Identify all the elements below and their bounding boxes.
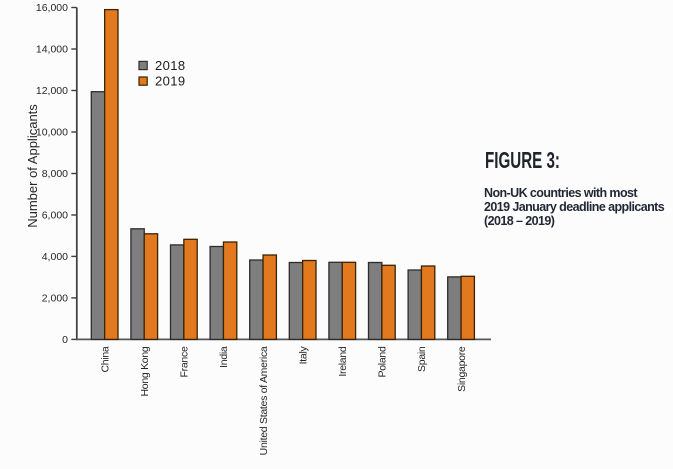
svg-text:14,000: 14,000	[36, 44, 68, 56]
svg-text:2019: 2019	[155, 73, 186, 88]
svg-text:4,000: 4,000	[42, 251, 68, 263]
svg-text:12,000: 12,000	[36, 85, 68, 97]
svg-text:China: China	[99, 346, 111, 372]
svg-text:Spain: Spain	[416, 346, 428, 372]
svg-text:0: 0	[62, 334, 68, 346]
svg-text:Number of Applicants: Number of Applicants	[25, 104, 40, 228]
svg-text:16,000: 16,000	[36, 2, 68, 14]
svg-text:8,000: 8,000	[42, 168, 68, 180]
svg-text:Poland: Poland	[377, 346, 389, 377]
svg-text:6,000: 6,000	[42, 210, 68, 222]
svg-text:Italy: Italy	[297, 345, 309, 364]
svg-text:Hong Kong: Hong Kong	[139, 346, 151, 396]
svg-text:United States of America: United States of America	[258, 346, 270, 455]
svg-text:India: India	[218, 346, 230, 368]
svg-text:Singapore: Singapore	[456, 346, 468, 392]
svg-text:10,000: 10,000	[36, 127, 68, 139]
svg-text:France: France	[179, 346, 191, 377]
svg-text:2,000: 2,000	[42, 293, 68, 305]
svg-text:Ireland: Ireland	[337, 346, 349, 377]
svg-text:2018: 2018	[155, 58, 186, 73]
